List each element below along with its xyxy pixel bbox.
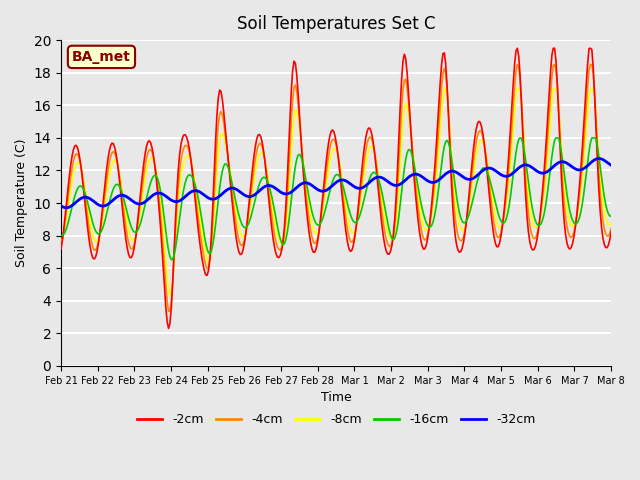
Title: Soil Temperatures Set C: Soil Temperatures Set C bbox=[237, 15, 435, 33]
X-axis label: Time: Time bbox=[321, 391, 351, 404]
Text: BA_met: BA_met bbox=[72, 50, 131, 64]
Y-axis label: Soil Temperature (C): Soil Temperature (C) bbox=[15, 139, 28, 267]
Legend: -2cm, -4cm, -8cm, -16cm, -32cm: -2cm, -4cm, -8cm, -16cm, -32cm bbox=[132, 408, 540, 432]
